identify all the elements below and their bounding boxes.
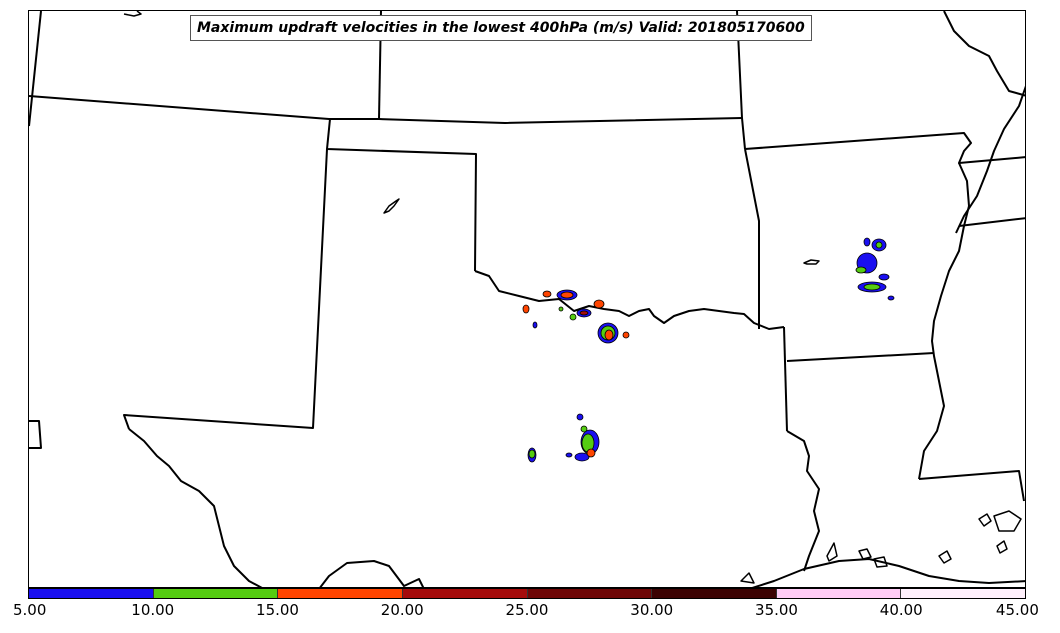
colorbar-segment (900, 589, 1025, 598)
state-line-ok-ks (744, 148, 760, 329)
state-line-az-nm (29, 420, 42, 449)
state-line-nm-west (123, 148, 328, 430)
storm-cell (593, 299, 605, 309)
island-8 (740, 572, 755, 584)
rio-grande (128, 428, 263, 587)
island-3 (996, 540, 1008, 554)
gulf-coast-east (751, 558, 1025, 587)
top-lake (123, 11, 142, 17)
island-6 (873, 556, 888, 568)
storm-cell-mid (855, 266, 867, 274)
island-4 (938, 550, 952, 564)
storm-cell (580, 425, 588, 433)
colorbar-tick-label: 35.00 (755, 601, 798, 619)
state-line-ar-mo (744, 132, 1025, 164)
storm-cell (558, 306, 564, 312)
colorbar-tick-label: 40.00 (879, 601, 923, 619)
storm-cell-mid (875, 241, 883, 249)
mississippi-river (918, 162, 970, 480)
island-1 (978, 513, 992, 527)
colorbar-tick-label: 45.00 (995, 601, 1039, 619)
island-2 (993, 510, 1022, 532)
east-river-upper (943, 11, 1025, 97)
storm-cell (569, 313, 577, 321)
state-boundary-map (29, 11, 1025, 587)
storm-cell (622, 331, 630, 339)
storm-cell (863, 237, 871, 247)
storm-cell (542, 290, 552, 298)
storm-cell-mid (528, 449, 536, 459)
colorbar-segment (152, 589, 278, 598)
colorbar-tick-label: 10.00 (131, 601, 175, 619)
colorbar-segment (526, 589, 652, 598)
colorbar-tick-label: 15.00 (256, 601, 299, 619)
storm-cell-core (586, 448, 596, 458)
storm-cell (576, 413, 584, 421)
storm-cell-core (560, 291, 574, 299)
storm-cells (522, 237, 895, 463)
map-title: Maximum updraft velocities in the lowest… (190, 15, 812, 41)
storm-cell (574, 452, 590, 462)
island-5 (858, 548, 872, 560)
storm-cell (522, 304, 530, 314)
map-frame (28, 10, 1026, 588)
storm-cell-core (579, 310, 589, 316)
lake-feature (383, 198, 400, 214)
storm-cell-mid (863, 283, 881, 291)
colorbar-tick-label: 25.00 (505, 601, 549, 619)
sabine-river (786, 430, 820, 572)
state-line-co-north (29, 95, 743, 124)
storm-cell-core (604, 329, 614, 341)
state-line-ok-ar (783, 326, 788, 432)
east-river-mid (955, 85, 1025, 234)
state-line-co-west (29, 11, 42, 127)
state-line-tn-ms (958, 217, 1025, 227)
gulf-coast (319, 560, 425, 587)
storm-cell (565, 452, 573, 458)
colorbar-segment (29, 589, 153, 598)
colorbar-segment (401, 589, 527, 598)
colorbar-segment (775, 589, 901, 598)
colorbar-segment (651, 589, 776, 598)
state-line-co-ok-nm (326, 118, 477, 272)
colorbar-tick-label: 20.00 (380, 601, 424, 619)
colorbar-tick-label: 5.00 (12, 601, 47, 619)
state-line-la-ms (918, 470, 1025, 502)
island-7 (826, 542, 838, 562)
red-river (474, 270, 785, 330)
colorbar (28, 588, 1026, 599)
storm-cell (878, 273, 890, 281)
storm-cell (887, 295, 895, 301)
state-line-ar-la (786, 352, 935, 362)
state-line-ne-ks-east (736, 11, 746, 150)
storm-cell (532, 321, 538, 329)
colorbar-segment (277, 589, 402, 598)
colorbar-tick-label: 30.00 (630, 601, 674, 619)
lake-feature-2 (803, 259, 820, 265)
